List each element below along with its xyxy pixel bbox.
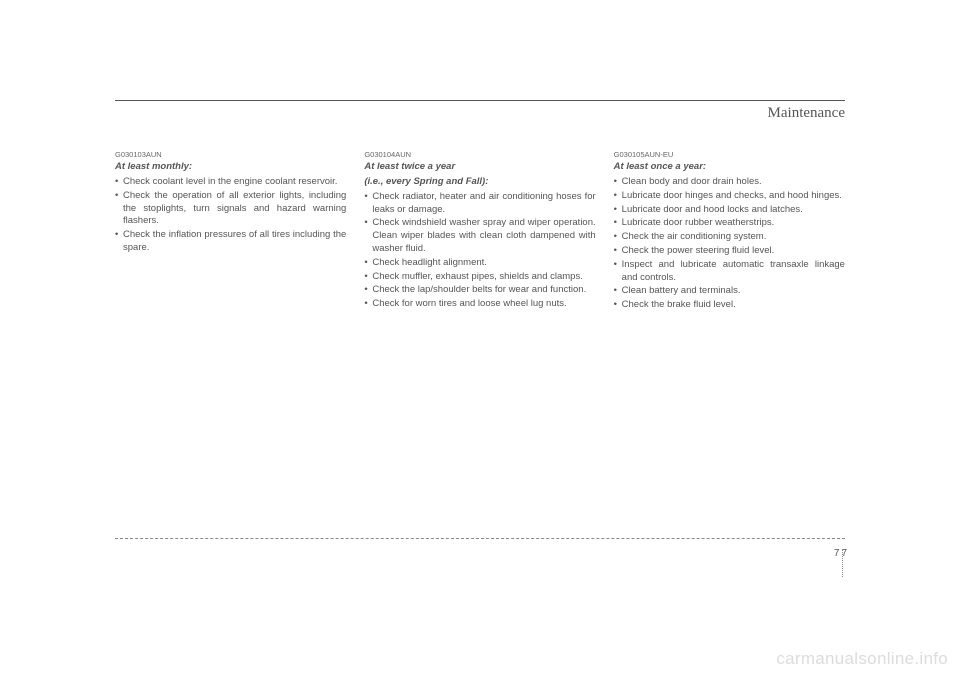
list-item: Check headlight alignment. [364,257,595,270]
list-item: Inspect and lubricate automatic transaxl… [614,259,845,285]
section-code: G030103AUN [115,150,346,160]
list-item: Clean body and door drain holes. [614,176,845,189]
column-2: G030104AUN At least twice a year (i.e., … [364,150,595,313]
column-1: G030103AUN At least monthly: Check coola… [115,150,346,313]
header-title: Maintenance [115,105,845,122]
section-code: G030105AUN-EU [614,150,845,160]
header-rule [115,100,845,101]
footer-rule [115,538,845,539]
section-code: G030104AUN [364,150,595,160]
section-subtitle: At least twice a year [364,161,595,174]
page-number: 7 7 [834,548,847,577]
page-number-left: 7 [834,548,840,559]
item-list: Check coolant level in the engine coolan… [115,176,346,255]
list-item: Check coolant level in the engine coolan… [115,176,346,189]
list-item: Check the inflation pressures of all tir… [115,229,346,255]
page-content: Maintenance G030103AUN At least monthly:… [115,100,845,313]
list-item: Check muffler, exhaust pipes, shields an… [364,271,595,284]
item-list: Clean body and door drain holes. Lubrica… [614,176,845,312]
list-item: Check for worn tires and loose wheel lug… [364,298,595,311]
list-item: Check the power steering fluid level. [614,245,845,258]
item-list: Check radiator, heater and air condition… [364,191,595,311]
page-number-sep [842,549,843,577]
section-subtitle2: (i.e., every Spring and Fall): [364,176,595,189]
watermark: carmanualsonline.info [776,649,948,669]
list-item: Check the air conditioning system. [614,231,845,244]
columns: G030103AUN At least monthly: Check coola… [115,150,845,313]
list-item: Check the lap/shoulder belts for wear an… [364,284,595,297]
column-3: G030105AUN-EU At least once a year: Clea… [614,150,845,313]
list-item: Check the brake fluid level. [614,299,845,312]
list-item: Lubricate door and hood locks and latche… [614,204,845,217]
list-item: Clean battery and terminals. [614,285,845,298]
list-item: Lubricate door rubber weatherstrips. [614,217,845,230]
list-item: Check radiator, heater and air condition… [364,191,595,217]
section-subtitle: At least once a year: [614,161,845,174]
list-item: Check the operation of all exterior ligh… [115,190,346,228]
list-item: Check windshield washer spray and wiper … [364,217,595,255]
list-item: Lubricate door hinges and checks, and ho… [614,190,845,203]
section-subtitle: At least monthly: [115,161,346,174]
